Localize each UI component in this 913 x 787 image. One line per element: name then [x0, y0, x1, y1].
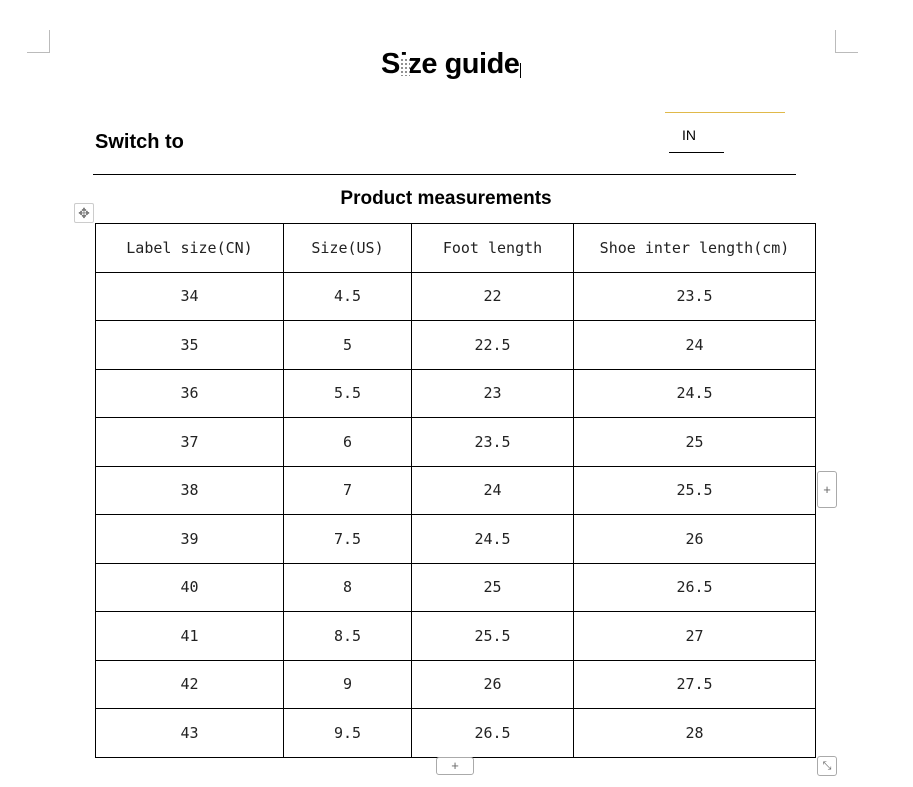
table-cell[interactable]: 8: [283, 562, 412, 612]
unit-underline: [669, 152, 724, 153]
table-cell[interactable]: 40: [95, 562, 284, 612]
table-cell[interactable]: 7.5: [283, 514, 412, 564]
table-row: 36 5.5 23 24.5: [95, 368, 816, 418]
table-cell[interactable]: 7: [283, 465, 412, 515]
switch-label: Switch to: [95, 131, 184, 153]
table-cell[interactable]: 28: [573, 708, 816, 758]
table-cell[interactable]: 8.5: [283, 611, 412, 661]
section-title: Product measurements: [340, 188, 552, 209]
table-cell[interactable]: 23: [411, 368, 574, 418]
table-cell[interactable]: 24.5: [573, 368, 816, 418]
table-row: 37 6 23.5 25: [95, 417, 816, 467]
table-cell[interactable]: 4.5: [283, 271, 412, 321]
table-cell[interactable]: 34: [95, 271, 284, 321]
table-cell[interactable]: 23.5: [411, 417, 574, 467]
table-cell[interactable]: 22: [411, 271, 574, 321]
divider: [93, 174, 796, 175]
table-row: 43 9.5 26.5 28: [95, 708, 816, 758]
table-cell[interactable]: 36: [95, 368, 284, 418]
table-cell[interactable]: 25.5: [411, 611, 574, 661]
table-cell[interactable]: 39: [95, 514, 284, 564]
page-corner-mark: [27, 30, 50, 53]
add-column-button[interactable]: +: [817, 471, 837, 508]
table-cell[interactable]: 23.5: [573, 271, 816, 321]
table-cell[interactable]: 38: [95, 465, 284, 515]
table-row: 34 4.5 22 23.5: [95, 271, 816, 321]
table-cell[interactable]: 24: [573, 320, 816, 370]
page-title: Size guide: [381, 48, 520, 80]
table-cell[interactable]: 6: [283, 417, 412, 467]
table-cell[interactable]: 25: [573, 417, 816, 467]
unit-toggle[interactable]: IN: [682, 127, 696, 143]
move-icon[interactable]: ✥: [74, 203, 94, 223]
table-cell[interactable]: Shoe inter length(cm): [573, 223, 816, 273]
plus-icon: +: [823, 482, 831, 497]
table-cell[interactable]: 42: [95, 659, 284, 709]
table-cell[interactable]: 26: [573, 514, 816, 564]
table-cell[interactable]: 9.5: [283, 708, 412, 758]
table-cell[interactable]: 5.5: [283, 368, 412, 418]
table-cell[interactable]: 35: [95, 320, 284, 370]
divider: [665, 112, 785, 113]
table-cell[interactable]: 43: [95, 708, 284, 758]
table-cell[interactable]: 27: [573, 611, 816, 661]
table-cell[interactable]: 27.5: [573, 659, 816, 709]
table-row: 42 9 26 27.5: [95, 659, 816, 709]
anchor-icon: [400, 58, 410, 76]
table-cell[interactable]: 41: [95, 611, 284, 661]
plus-icon: +: [451, 758, 459, 773]
size-table: Label size(CN) Size(US) Foot length Shoe in…: [95, 223, 816, 758]
table-cell[interactable]: 5: [283, 320, 412, 370]
table-cell[interactable]: 24: [411, 465, 574, 515]
table-cell[interactable]: 26: [411, 659, 574, 709]
table-row: 39 7.5 24.5 26: [95, 514, 816, 564]
table-cell[interactable]: Label size(CN): [95, 223, 284, 273]
add-row-button[interactable]: +: [436, 757, 474, 775]
table-cell[interactable]: Foot length: [411, 223, 574, 273]
table-row: 35 5 22.5 24: [95, 320, 816, 370]
table-cell[interactable]: 26.5: [411, 708, 574, 758]
table-cell[interactable]: 37: [95, 417, 284, 467]
table-cell[interactable]: 25: [411, 562, 574, 612]
table-cell[interactable]: 22.5: [411, 320, 574, 370]
table-row: 38 7 24 25.5: [95, 465, 816, 515]
table-row: 40 8 25 26.5: [95, 562, 816, 612]
resize-icon[interactable]: ⤡: [817, 756, 837, 776]
table-cell[interactable]: 25.5: [573, 465, 816, 515]
page-corner-mark: [835, 30, 858, 53]
table-header-row: Label size(CN) Size(US) Foot length Shoe in…: [95, 223, 816, 273]
table-cell[interactable]: 26.5: [573, 562, 816, 612]
table-cell[interactable]: 24.5: [411, 514, 574, 564]
table-cell[interactable]: 9: [283, 659, 412, 709]
table-row: 41 8.5 25.5 27: [95, 611, 816, 661]
text-cursor: [520, 63, 521, 78]
table-cell[interactable]: Size(US): [283, 223, 412, 273]
